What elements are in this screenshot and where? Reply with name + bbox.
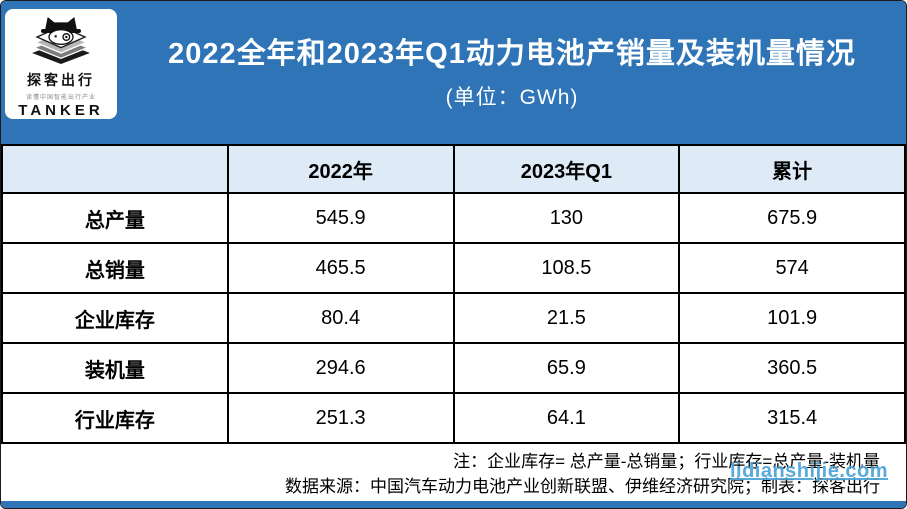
- cell-value: 294.6: [226, 342, 455, 394]
- cell-value: 65.9: [452, 342, 681, 394]
- table-row: 总销量 465.5 108.5 574: [1, 242, 906, 294]
- col-header-blank: [1, 144, 229, 194]
- cell-value: 574: [678, 242, 906, 294]
- logo-brand-en: TANKER: [18, 102, 104, 119]
- unit-subtitle: (单位：GWh): [445, 85, 579, 109]
- battery-data-table: 2022年 2023年Q1 累计 总产量 545.9 130 675.9 总销量…: [1, 144, 906, 444]
- page-title: 2022全年和2023年Q1动力电池产销量及装机量情况: [168, 37, 856, 70]
- cell-value: 251.3: [226, 392, 455, 444]
- source-line: 数据来源：中国汽车动力电池产业创新联盟、伊维经济研究院；制表：探客出行: [285, 477, 880, 496]
- logo-badge: 探客出行 读懂中国智能出行产业 TANKER: [5, 9, 117, 119]
- cell-value: 545.9: [226, 192, 455, 244]
- title-block: 2022全年和2023年Q1动力电池产销量及装机量情况 (单位：GWh): [118, 1, 906, 144]
- cell-value: 80.4: [226, 292, 455, 344]
- logo-brand-text: 探客出行: [27, 72, 95, 88]
- col-header-2022: 2022年: [226, 144, 455, 194]
- cell-value: 108.5: [452, 242, 681, 294]
- tanker-cat-icon: [32, 17, 90, 65]
- footer-notes: 注：企业库存= 总产量-总销量；行业库存=总产量-装机量 数据来源：中国汽车动力…: [1, 444, 906, 501]
- logo-tagline: 读懂中国智能出行产业: [25, 95, 96, 101]
- col-header-2023q1: 2023年Q1: [452, 144, 681, 194]
- row-label: 总销量: [1, 242, 229, 294]
- cell-value: 130: [452, 192, 681, 244]
- row-label: 总产量: [1, 192, 229, 244]
- cell-value: 21.5: [452, 292, 681, 344]
- cell-value: 64.1: [452, 392, 681, 444]
- row-label: 行业库存: [1, 392, 229, 444]
- note-line: 注：企业库存= 总产量-总销量；行业库存=总产量-装机量: [453, 452, 880, 471]
- table-row: 装机量 294.6 65.9 360.5: [1, 342, 906, 394]
- header-band: 探客出行 读懂中国智能出行产业 TANKER 2022全年和2023年Q1动力电…: [1, 1, 906, 144]
- table-row: 总产量 545.9 130 675.9: [1, 192, 906, 244]
- cell-value: 101.9: [678, 292, 906, 344]
- row-label: 企业库存: [1, 292, 229, 344]
- cell-value: 675.9: [678, 192, 906, 244]
- row-label: 装机量: [1, 342, 229, 394]
- cell-value: 360.5: [678, 342, 906, 394]
- bottom-accent-bar: [1, 501, 906, 508]
- table-row: 行业库存 251.3 64.1 315.4: [1, 392, 906, 444]
- col-header-total: 累计: [678, 144, 906, 194]
- table-row: 企业库存 80.4 21.5 101.9: [1, 292, 906, 344]
- cell-value: 465.5: [226, 242, 455, 294]
- cell-value: 315.4: [678, 392, 906, 444]
- table-header-row: 2022年 2023年Q1 累计: [1, 144, 906, 194]
